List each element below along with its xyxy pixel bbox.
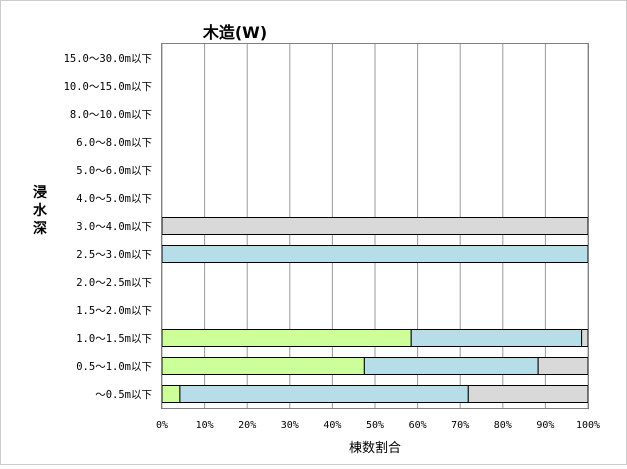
bar-segment: [161, 217, 589, 235]
x-tick-label: 30%: [281, 420, 299, 431]
category-label: 2.5～3.0m以下: [76, 249, 152, 261]
x-tick-label: 40%: [323, 420, 341, 431]
category-label: 1.5～2.0m以下: [76, 305, 152, 317]
category-label: 4.0～5.0m以下: [76, 193, 152, 205]
y-axis-label: 浸水深: [33, 184, 48, 237]
category-label: 10.0～15.0m以下: [64, 81, 152, 93]
y-axis-label-char: 深: [33, 220, 47, 237]
category-label: ～0.5m以下: [95, 389, 152, 401]
bar-segment: [467, 385, 589, 403]
x-tick-label: 60%: [409, 420, 427, 431]
bars: [161, 217, 589, 403]
x-axis-label: 棟数割合: [349, 440, 401, 456]
x-tick-label: 100%: [576, 420, 600, 431]
bar-segment: [581, 329, 589, 347]
y-axis-label-char: 水: [33, 202, 48, 219]
bar-segment: [161, 385, 181, 403]
bar-segment: [410, 329, 583, 347]
x-tick-labels: 0% 10% 20% 30% 40% 50% 60% 70% 80% 90% 100%: [156, 420, 600, 431]
bar-segment: [537, 357, 589, 375]
category-label: 2.0～2.5m以下: [76, 277, 152, 289]
category-label: 1.0～1.5m以下: [76, 333, 152, 345]
bar-segment: [161, 329, 412, 347]
bar-segment: [161, 245, 589, 263]
plot-area-border: [161, 43, 589, 409]
x-tick-label: 10%: [196, 420, 214, 431]
category-label: 5.0～6.0m以下: [76, 165, 152, 177]
category-label: 0.5～1.0m以下: [76, 361, 152, 373]
bar-segment: [161, 357, 365, 375]
x-tick-label: 0%: [156, 420, 168, 431]
category-labels: 15.0～30.0m以下 10.0～15.0m以下 8.0～10.0m以下 6.0～8…: [64, 53, 152, 401]
chart-title: 木造(W): [202, 23, 267, 42]
x-tick-label: 20%: [238, 420, 256, 431]
category-label: 15.0～30.0m以下: [64, 53, 152, 65]
x-tick-label: 50%: [366, 420, 384, 431]
category-label: 6.0～8.0m以下: [76, 137, 152, 149]
y-axis-label-char: 浸: [33, 184, 47, 201]
bar-segment: [179, 385, 469, 403]
x-tick-label: 80%: [494, 420, 512, 431]
x-tick-label: 70%: [451, 420, 469, 431]
bar-segment: [363, 357, 539, 375]
x-tick-label: 90%: [536, 420, 554, 431]
category-label: 3.0～4.0m以下: [76, 221, 152, 233]
category-label: 8.0～10.0m以下: [70, 109, 152, 121]
